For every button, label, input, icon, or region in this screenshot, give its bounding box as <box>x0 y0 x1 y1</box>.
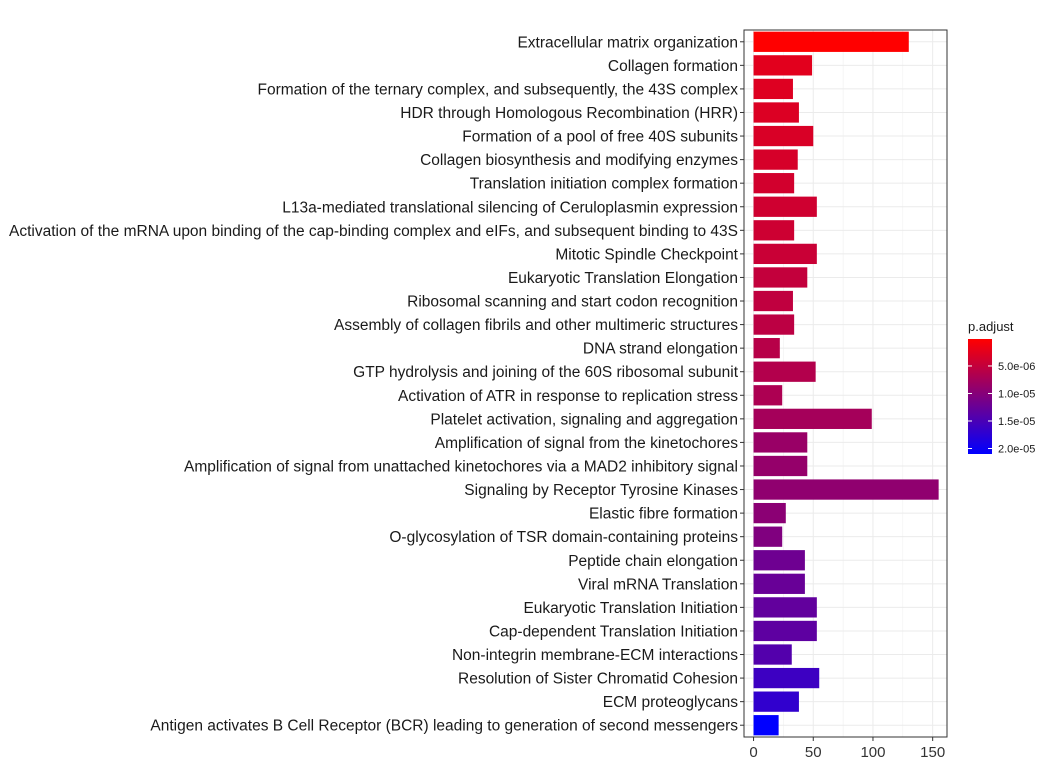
bar <box>753 102 799 123</box>
category-label: L13a-mediated translational silencing of… <box>282 199 738 216</box>
legend-tick-label: 2.0e-05 <box>998 443 1035 455</box>
bar <box>753 220 795 241</box>
bar <box>753 31 909 52</box>
x-tick-label: 150 <box>920 744 945 761</box>
x-axis-ticks: 0 50 100 150 <box>749 737 945 761</box>
category-label: Amplification of signal from unattached … <box>184 458 738 475</box>
bar <box>753 408 872 429</box>
bar <box>753 338 780 359</box>
bar <box>753 715 779 736</box>
bar <box>753 314 795 335</box>
category-label: Ribosomal scanning and start codon recog… <box>407 294 738 311</box>
category-label: Extracellular matrix organization <box>517 34 738 51</box>
category-label: Mitotic Spindle Checkpoint <box>555 246 738 263</box>
category-label: Signaling by Receptor Tyrosine Kinases <box>464 482 738 499</box>
legend-tick-label: 1.0e-05 <box>998 388 1035 400</box>
bar <box>753 196 817 217</box>
category-label: Antigen activates B Cell Receptor (BCR) … <box>150 718 738 735</box>
legend-title: p.adjust <box>968 319 1014 334</box>
category-label: HDR through Homologous Recombination (HR… <box>400 105 738 122</box>
bar <box>753 667 820 689</box>
bar <box>753 125 814 147</box>
bar <box>753 385 783 406</box>
legend-tick-label: 5.0e-06 <box>998 361 1035 373</box>
category-label: Assembly of collagen fibrils and other m… <box>334 317 738 334</box>
bar <box>753 173 795 194</box>
bar <box>753 573 805 594</box>
category-labels: Extracellular matrix organization Collage… <box>9 34 744 735</box>
bar <box>753 432 808 453</box>
x-tick-label: 0 <box>749 744 757 761</box>
bar <box>753 691 799 712</box>
category-label: Formation of a pool of free 40S subunits <box>462 129 738 146</box>
category-label: ECM proteoglycans <box>603 694 739 711</box>
bar <box>753 502 786 524</box>
legend-colorbar <box>968 339 992 454</box>
category-label: Activation of ATR in response to replica… <box>398 388 738 405</box>
category-label: DNA strand elongation <box>583 341 738 358</box>
bar <box>753 644 792 665</box>
category-label: O-glycosylation of TSR domain-containing… <box>389 529 738 546</box>
bar <box>753 78 793 100</box>
bar <box>753 267 808 288</box>
category-label: Collagen biosynthesis and modifying enzy… <box>420 152 738 169</box>
category-label: Eukaryotic Translation Initiation <box>523 600 738 617</box>
legend-tick-label: 1.5e-05 <box>998 416 1035 428</box>
legend: p.adjust 5.0e-06 1.0e-05 1.5e-05 2.0e-05 <box>968 319 1035 455</box>
bar <box>753 243 817 265</box>
category-label: Eukaryotic Translation Elongation <box>508 270 738 287</box>
plot-panel <box>744 30 947 737</box>
bar <box>753 455 808 477</box>
x-tick-label: 100 <box>860 744 885 761</box>
category-label: Activation of the mRNA upon binding of t… <box>9 223 738 240</box>
legend-ticks: 5.0e-06 1.0e-05 1.5e-05 2.0e-05 <box>968 361 1035 455</box>
category-label: Cap-dependent Translation Initiation <box>489 623 738 640</box>
bar <box>753 361 816 382</box>
x-tick-label: 50 <box>805 744 822 761</box>
bar <box>753 620 817 642</box>
bar <box>753 526 783 547</box>
bar <box>753 290 793 312</box>
category-label: GTP hydrolysis and joining of the 60S ri… <box>353 364 739 381</box>
category-label: Collagen formation <box>608 58 738 75</box>
category-label: Non-integrin membrane-ECM interactions <box>452 647 738 664</box>
bar <box>753 479 939 500</box>
category-label: Peptide chain elongation <box>568 553 738 570</box>
category-label: Formation of the ternary complex, and su… <box>258 81 739 98</box>
category-label: Translation initiation complex formation <box>470 176 738 193</box>
category-label: Amplification of signal from the kinetoc… <box>435 435 739 452</box>
category-label: Elastic fibre formation <box>589 506 738 523</box>
bar <box>753 597 817 618</box>
category-label: Resolution of Sister Chromatid Cohesion <box>458 671 738 688</box>
bar <box>753 550 805 571</box>
category-label: Platelet activation, signaling and aggre… <box>430 411 738 428</box>
plot-border <box>743 29 948 738</box>
category-label: Viral mRNA Translation <box>578 576 738 593</box>
bars <box>753 31 939 736</box>
bar <box>753 55 813 76</box>
bar <box>753 149 798 170</box>
